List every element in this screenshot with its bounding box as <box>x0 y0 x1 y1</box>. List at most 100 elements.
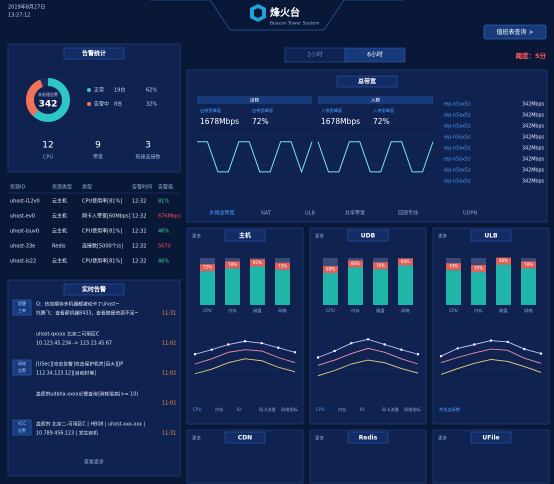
bar-category: 磁盘 <box>376 307 384 314</box>
legend-item[interactable]: 内存 <box>215 406 223 413</box>
bandwidth-tab[interactable]: UDPN <box>463 211 478 217</box>
alarm-stats-panel <box>7 43 181 173</box>
alert-text: 10.789.456.123 | 发生宕机 <box>36 430 98 437</box>
stat-value: 9 <box>95 141 101 151</box>
table-header: 资源ID <box>10 184 25 191</box>
alert-tag-label: 告警 <box>18 427 26 433</box>
table-cell: uhost-isuv0 <box>10 229 39 235</box>
peak-value: 1678Mbps <box>200 117 239 126</box>
more-link[interactable]: 更多 <box>438 435 447 442</box>
bandwidth-tab[interactable]: ULB <box>305 211 315 217</box>
bar-label: 78% <box>524 262 533 267</box>
bar-category: 内存 <box>474 307 482 314</box>
table-cell: 12:32 <box>132 259 146 265</box>
chart-header-label: 入精 <box>371 97 380 104</box>
alert-text: uhost-qxxxx 北京二可用区C <box>36 331 100 338</box>
table-cell: CPU使用率[81%] <box>82 228 122 235</box>
bandwidth-tab[interactable]: 外网总带宽 <box>209 210 234 217</box>
more-link[interactable]: 查看更多 <box>84 459 104 466</box>
table-header: 类型 <box>82 184 92 191</box>
table-cell: 12:32 <box>132 229 146 235</box>
service-panel <box>432 227 550 425</box>
time-tab-label[interactable]: 2小时 <box>307 51 323 59</box>
header-frame <box>150 0 404 31</box>
alert-text: Q：热忽期存多机器都被动卡了uhost~ <box>36 301 120 308</box>
alert-tag <box>12 419 32 436</box>
eip-name: eip-n5ax5z <box>444 113 471 119</box>
trend-point <box>260 342 263 345</box>
table-header: 告警时间 <box>132 184 152 191</box>
trend-line <box>317 359 419 377</box>
legend-item[interactable]: 网络指标 <box>281 406 298 413</box>
table-header: 告警值 <box>158 184 173 191</box>
trend-point <box>489 339 493 342</box>
bandwidth-tab[interactable]: 共享带宽 <box>345 210 365 217</box>
more-link[interactable]: 更多 <box>192 435 201 442</box>
table-cell: 46% <box>158 259 169 265</box>
bar-label: 80% <box>351 261 360 266</box>
legend-dot <box>87 102 91 106</box>
legend-item[interactable]: IO <box>360 407 365 412</box>
alert-text: 盖照剂udbha-xxxxx[慢查询]消耗很高(>= 10) <box>36 391 138 398</box>
bar-label-bg <box>225 261 240 269</box>
alert-time: 11:02 <box>162 341 176 347</box>
stat-label: CPU <box>43 155 54 161</box>
trend-point <box>383 343 386 346</box>
trend-point <box>506 340 509 344</box>
table-cell: 12:32 <box>132 244 146 250</box>
legend-item[interactable]: 网卡流量 <box>259 406 276 413</box>
bar-label: 84% <box>401 259 410 264</box>
bandwidth-line <box>317 141 434 173</box>
alert-text: 托腾飞：查看那机器8433，查看随是资源不足~ <box>36 310 139 317</box>
bar-label-bg <box>200 264 215 272</box>
panel-title-bg <box>470 229 512 242</box>
legend-item[interactable]: CPU <box>193 407 202 412</box>
more-link[interactable]: 更多 <box>315 435 324 442</box>
table-cell: 12:32 <box>132 214 146 220</box>
eip-name: eip-n5ax5z <box>444 168 471 174</box>
duty-button[interactable] <box>483 24 547 40</box>
legend-item[interactable]: 并发连接数 <box>439 406 461 413</box>
table-cell: 云主机 <box>52 213 67 220</box>
table-cell: CPU使用率[81%] <box>82 198 122 205</box>
bar-label-bg <box>446 263 461 271</box>
alert-tag-label: 网络 <box>18 360 26 366</box>
trend-line <box>194 358 296 375</box>
panel-title-bg <box>347 229 389 242</box>
time-tab-label[interactable]: 6小时 <box>367 51 383 59</box>
alert-time: 11:31 <box>162 431 176 437</box>
bandwidth-tab[interactable]: 回源专线 <box>398 210 418 217</box>
table-cell: 81% <box>158 199 169 205</box>
bar-category: 磁盘 <box>253 307 261 314</box>
app-subtitle: Beacon Tower System <box>270 21 319 27</box>
more-link[interactable]: 更多 <box>315 233 324 240</box>
alert-text: [USec][攻击告警]攻击保护机房[目大][JP <box>36 361 123 368</box>
legend-item[interactable]: IO <box>237 407 242 412</box>
more-link[interactable]: 更多 <box>438 233 447 240</box>
chart-header <box>197 96 312 104</box>
table-cell: 12:32 <box>132 199 146 205</box>
peak-label: 出带宽峰值 <box>200 107 221 114</box>
trend-line <box>440 348 542 364</box>
bar-category: 磁盘 <box>499 307 507 314</box>
legend-item[interactable]: 网卡流量 <box>382 406 399 413</box>
more-link[interactable]: 更多 <box>192 233 201 240</box>
legend-pct: 32% <box>146 102 157 108</box>
panel-title: 主机 <box>239 232 251 240</box>
legend-item[interactable]: 内存 <box>338 406 346 413</box>
trend-line <box>317 347 419 366</box>
duty-button-label[interactable]: 值班表查询 > <box>497 28 534 36</box>
bar-label: 78% <box>228 262 237 267</box>
bandwidth-line <box>197 141 313 174</box>
legend-item[interactable]: CPU <box>316 407 325 412</box>
bar-label-bg <box>471 265 486 273</box>
bandwidth-tab[interactable]: NAT <box>261 211 272 217</box>
table-cell: 46% <box>158 229 169 235</box>
legend-item[interactable]: 网络指标 <box>404 406 421 413</box>
time-tab[interactable] <box>344 47 406 63</box>
trend-point <box>473 343 476 346</box>
alert-text: 10.123.45.234 -> 123.23.45.67 <box>36 341 112 347</box>
date: 2019年8月27日 <box>8 4 45 11</box>
eip-bandwidth: 342Mbps <box>522 124 544 130</box>
table-cell: 云主机 <box>52 258 67 265</box>
